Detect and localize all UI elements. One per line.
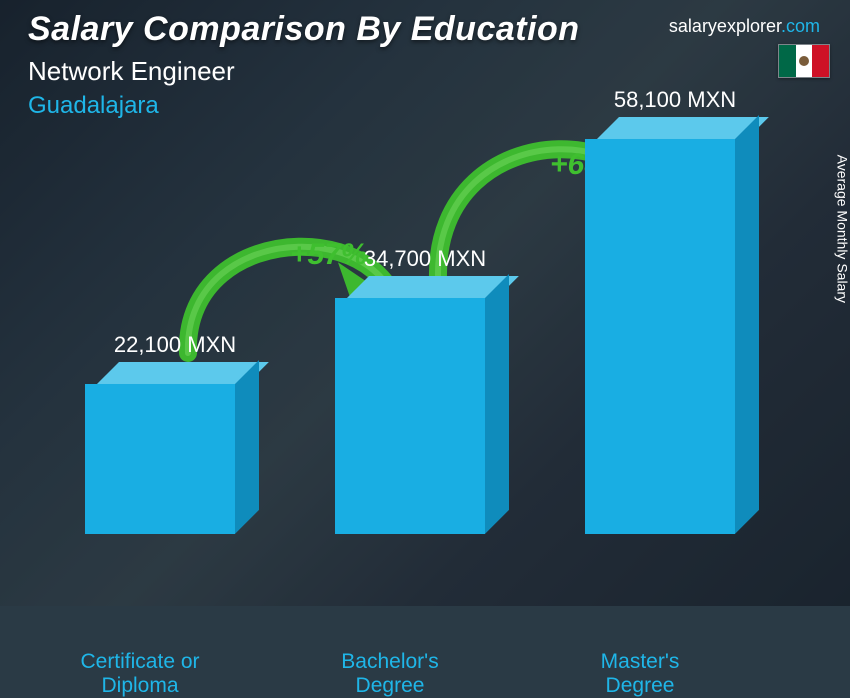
bar-side-face <box>485 274 509 534</box>
chart-location: Guadalajara <box>28 92 159 120</box>
flag-stripe-red <box>812 45 829 77</box>
bar-front-face <box>335 298 485 534</box>
chart-title: Salary Comparison By Education <box>28 10 580 49</box>
bar-category-label: Certificate orDiploma <box>40 650 240 698</box>
bar-bachelors: 34,700 MXN Bachelor'sDegree <box>330 298 490 534</box>
bar-category-label: Master'sDegree <box>540 650 740 698</box>
bar-value-label: 22,100 MXN <box>75 332 275 358</box>
flag-emblem-icon <box>799 56 809 66</box>
bar-masters: 58,100 MXN Master'sDegree <box>580 139 740 534</box>
bar-front-face <box>585 139 735 534</box>
bar-chart: +57% +68% 22,100 MXN Certificate orDiplo… <box>60 118 790 588</box>
bar-side-face <box>235 360 259 534</box>
bar-side-face <box>735 115 759 534</box>
brand-prefix: salaryexplorer <box>669 16 781 36</box>
bar-value-label: 58,100 MXN <box>575 87 775 113</box>
bar-category-label: Bachelor'sDegree <box>290 650 490 698</box>
y-axis-label: Average Monthly Salary <box>834 155 850 303</box>
mexico-flag-icon <box>778 44 830 78</box>
brand-suffix: .com <box>781 16 820 36</box>
flag-stripe-green <box>779 45 796 77</box>
bar-front-face <box>85 384 235 534</box>
bar-certificate: 22,100 MXN Certificate orDiploma <box>80 384 240 534</box>
chart-subtitle: Network Engineer <box>28 56 235 87</box>
brand-label: salaryexplorer.com <box>669 16 820 37</box>
bar-value-label: 34,700 MXN <box>325 246 525 272</box>
